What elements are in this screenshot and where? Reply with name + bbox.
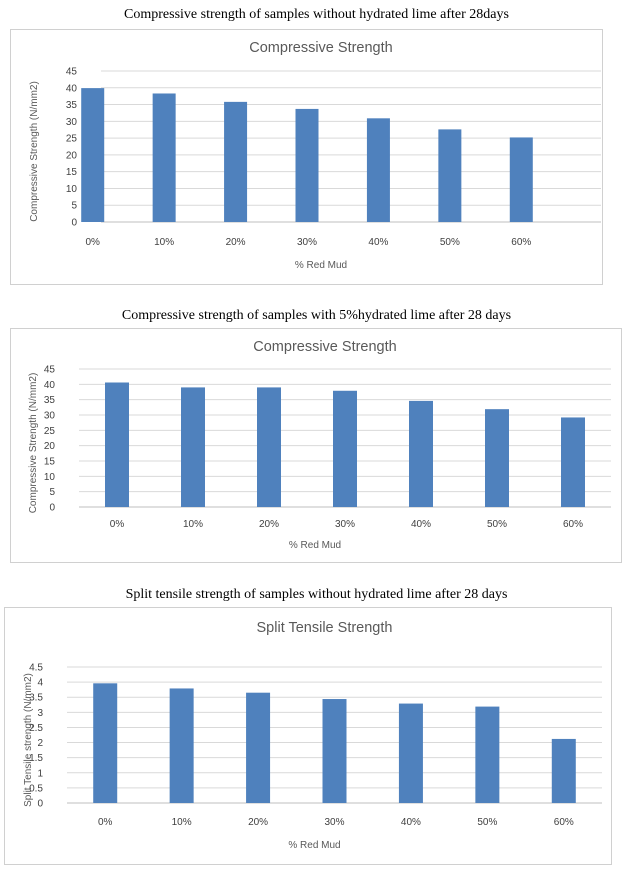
chart-1-ytick-label: 15	[66, 167, 78, 178]
chart-1-xtick-label: 30%	[297, 237, 317, 248]
chart-3-xtick-label: 0%	[98, 817, 113, 828]
chart-1-ytick-label: 20	[66, 150, 78, 161]
chart-2-ytick-label: 0	[49, 503, 55, 514]
chart-1-xtick-label: 20%	[226, 237, 246, 248]
chart-3-xtick-label: 40%	[401, 817, 421, 828]
chart-3-ytick-label: 0	[37, 799, 43, 810]
chart-3-ytick-label: 2.5	[29, 723, 43, 734]
chart-3-y-axis-label: Split Tensile strength (N/mm2)	[23, 673, 34, 807]
chart-3-xtick-label: 20%	[248, 817, 268, 828]
chart-1-bar-40%	[366, 118, 390, 222]
chart-3-bar-60%	[551, 738, 576, 803]
chart-1-ytick-label: 40	[66, 83, 78, 94]
chart-1-ytick-label: 30	[66, 117, 78, 128]
chart-2-title: Compressive Strength	[253, 339, 396, 355]
chart-1-y-axis-label: Compressive Strength (N/mm2)	[29, 81, 40, 222]
chart-1-ytick-label: 45	[66, 67, 78, 78]
chart-1-ytick-label: 5	[71, 201, 77, 212]
chart-1-title: Compressive Strength	[249, 40, 392, 56]
chart-2-bar-60%	[561, 417, 585, 507]
chart-1-svg: Compressive Strength 0 5 10 15 20 25 30 35 40 45 0%…	[29, 40, 601, 271]
chart-3-bar-30%	[322, 699, 347, 803]
chart-3-bar-40%	[398, 703, 423, 803]
chart-3-ytick-label: 2	[37, 738, 43, 749]
chart-3-bar-20%	[246, 692, 271, 803]
chart-1-ytick-label: 0	[71, 218, 77, 229]
chart-1-xtick-label: 10%	[154, 237, 174, 248]
chart-2-xtick-label: 0%	[110, 519, 125, 530]
chart-2-ytick-label: 5	[49, 487, 55, 498]
chart-panel-3: Split Tensile Strength 0 0.5 1 1.5 2 2.5 3 3.5 4 4…	[4, 607, 612, 865]
chart-panel-2: Compressive Strength 0 5 10 15 20 25 30 35 40 45 0%…	[10, 328, 622, 563]
chart-2-xtick-label: 60%	[563, 519, 583, 530]
chart-2-svg: Compressive Strength 0 5 10 15 20 25 30 35 40 45 0%…	[28, 339, 611, 551]
chart-3-x-axis-label: % Red Mud	[288, 840, 340, 851]
chart-1-ytick-label: 35	[66, 100, 78, 111]
chart-3-ytick-label: 4.5	[29, 663, 43, 674]
chart-1-bar-60%	[509, 137, 533, 222]
chart-1-ytick-label: 25	[66, 134, 78, 145]
chart-1-xtick-label: 60%	[511, 237, 531, 248]
chart-1-xtick-label: 50%	[440, 237, 460, 248]
chart-3-xtick-label: 30%	[324, 817, 344, 828]
chart-1-bar-30%	[295, 108, 319, 222]
chart-2-bar-30%	[333, 390, 357, 507]
chart-2-ytick-label: 40	[44, 380, 56, 391]
chart-2-ytick-label: 45	[44, 365, 56, 376]
figure-caption-2: Compressive strength of samples with 5%h…	[121, 308, 512, 323]
chart-3-bar-0%	[93, 683, 118, 803]
chart-2-ytick-label: 20	[44, 441, 56, 452]
chart-2-bar-10%	[181, 387, 205, 507]
chart-2-ytick-label: 25	[44, 426, 56, 437]
chart-2-bar-20%	[257, 387, 281, 507]
chart-1-bar-20%	[224, 101, 248, 222]
chart-2-xtick-label: 10%	[183, 519, 203, 530]
figure-caption-1: Compressive strength of samples without …	[124, 7, 509, 22]
chart-1-x-axis-label: % Red Mud	[295, 260, 347, 271]
chart-2-bar-0%	[105, 382, 129, 507]
chart-3-ytick-label: 1	[37, 768, 43, 779]
chart-3-xtick-label: 50%	[477, 817, 497, 828]
chart-2-bar-50%	[485, 409, 509, 507]
chart-1-ytick-label: 10	[66, 184, 78, 195]
chart-2-ytick-label: 15	[44, 457, 56, 468]
chart-1-bar-50%	[438, 129, 462, 222]
chart-3-ytick-label: 3.5	[29, 693, 43, 704]
chart-2-x-axis-label: % Red Mud	[289, 540, 341, 551]
chart-1-xtick-label: 0%	[85, 237, 100, 248]
chart-2-xtick-label: 20%	[259, 519, 279, 530]
chart-1-xtick-label: 40%	[368, 237, 388, 248]
chart-1-bar-0%	[81, 88, 105, 222]
chart-2-ytick-label: 30	[44, 411, 56, 422]
chart-2-y-axis-label: Compressive Strength (N/mm2)	[28, 373, 39, 514]
chart-3-title: Split Tensile Strength	[257, 620, 393, 636]
chart-3-ytick-label: 4	[37, 678, 43, 689]
chart-3-bar-50%	[475, 706, 500, 803]
chart-2-bar-40%	[409, 400, 433, 507]
chart-2-xtick-label: 30%	[335, 519, 355, 530]
chart-1-bar-10%	[152, 93, 176, 222]
chart-3-ytick-label: 0.5	[29, 783, 43, 794]
figure-caption-3: Split tensile strength of samples withou…	[125, 587, 508, 602]
chart-3-xtick-label: 60%	[554, 817, 574, 828]
chart-2-ytick-label: 10	[44, 472, 56, 483]
chart-3-bar-10%	[169, 688, 194, 803]
chart-3-xtick-label: 10%	[172, 817, 192, 828]
chart-panel-1: Compressive Strength 0 5 10 15 20 25 30 35 40 45 0%…	[10, 29, 603, 285]
chart-3-svg: Split Tensile Strength 0 0.5 1 1.5 2 2.5 3 3.5 4 4…	[23, 620, 602, 851]
chart-3-ytick-label: 1.5	[29, 753, 43, 764]
chart-2-ytick-label: 35	[44, 395, 56, 406]
chart-2-xtick-label: 50%	[487, 519, 507, 530]
chart-2-xtick-label: 40%	[411, 519, 431, 530]
chart-3-ytick-label: 3	[37, 708, 43, 719]
